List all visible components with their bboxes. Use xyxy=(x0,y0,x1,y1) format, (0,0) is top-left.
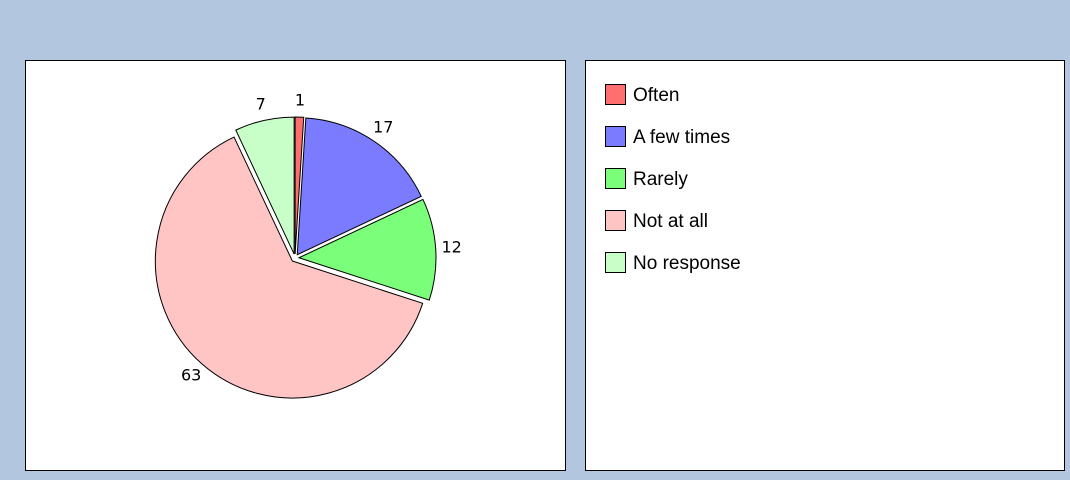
pie-slice xyxy=(235,116,295,255)
legend-panel xyxy=(585,60,1065,471)
pie-slice xyxy=(297,198,437,301)
data-label: 7 xyxy=(256,94,266,113)
data-label: 1 xyxy=(295,91,305,110)
legend-swatch xyxy=(605,210,626,231)
legend-label: Not at all xyxy=(633,211,708,232)
data-label: 12 xyxy=(442,238,462,257)
legend-swatch xyxy=(605,252,626,273)
legend-label: Rarely xyxy=(633,169,688,190)
pie-slice xyxy=(154,136,424,399)
pie-slice xyxy=(296,117,422,256)
legend-label: No response xyxy=(633,253,741,274)
data-label: 17 xyxy=(373,118,393,137)
legend-swatch xyxy=(605,126,626,147)
pie-slice xyxy=(294,116,305,255)
legend-swatch xyxy=(605,84,626,105)
data-label: 63 xyxy=(181,365,201,384)
legend-label: Often xyxy=(633,85,679,106)
legend-swatch xyxy=(605,168,626,189)
legend-label: A few times xyxy=(633,127,730,148)
